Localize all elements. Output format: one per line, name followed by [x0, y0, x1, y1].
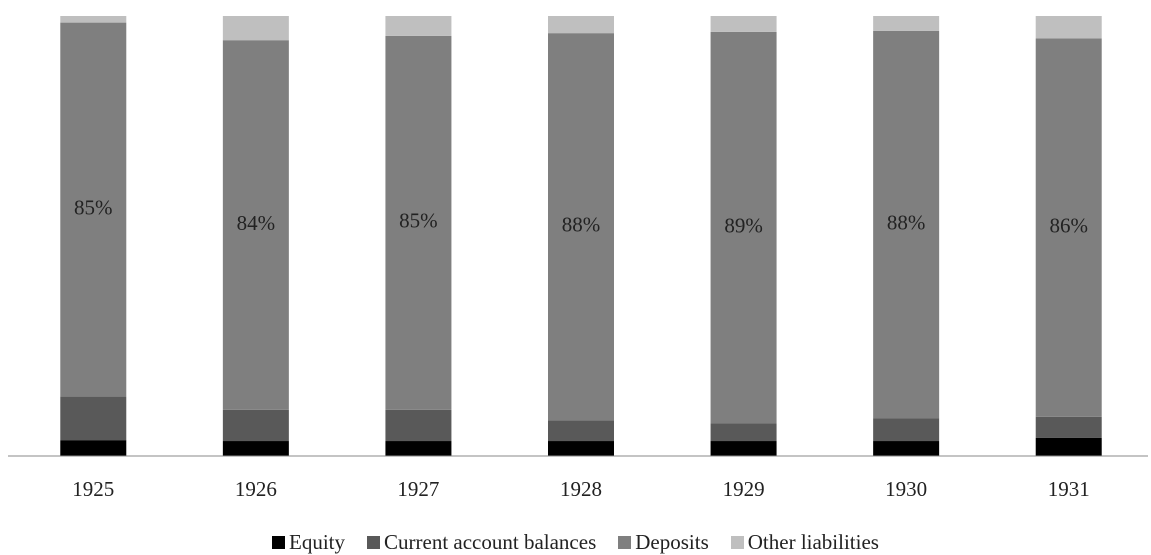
data-label: 84%: [237, 211, 276, 235]
bar-segment: [873, 30, 940, 419]
bar-segment: [60, 22, 127, 397]
bar-segment: [1035, 16, 1102, 39]
x-tick-label: 1931: [1048, 477, 1090, 501]
bar-segment: [222, 16, 289, 41]
legend-item: Deposits: [618, 530, 709, 555]
bar-segment: [385, 441, 452, 456]
bar-segment: [222, 441, 289, 456]
data-label: 88%: [562, 213, 601, 237]
plot: 85% 1925 84% 1926 85% 1927 88% 1928 89% 1929 88% 19…: [8, 16, 1148, 501]
data-label: 85%: [399, 209, 438, 233]
bar-segment: [222, 409, 289, 442]
bar-segment: [385, 409, 452, 442]
legend-swatch: [272, 536, 285, 549]
legend-swatch: [730, 536, 744, 549]
bar-segment: [1035, 437, 1102, 456]
bar-segment: [1035, 38, 1102, 417]
bar-segment: [873, 441, 940, 456]
legend-swatch: [618, 536, 632, 549]
bar-segment: [710, 31, 777, 424]
bar-segment: [548, 16, 614, 34]
legend-label: Current account balances: [384, 530, 597, 554]
bar-segment: [60, 16, 127, 23]
legend-label: Deposits: [635, 530, 709, 554]
bar-segment: [710, 423, 777, 442]
legend-item: Current account balances: [367, 530, 596, 555]
bar-segment: [873, 418, 940, 442]
bar-segment: [548, 33, 614, 421]
bar-segment: [385, 16, 452, 36]
bar-segment: [710, 16, 777, 32]
x-tick-label: 1928: [560, 477, 602, 501]
data-label: 88%: [887, 210, 926, 234]
x-tick-label: 1925: [72, 477, 114, 501]
x-tick-label: 1927: [397, 477, 439, 501]
bar-segment: [60, 440, 127, 456]
bar-segment: [385, 35, 452, 410]
data-label: 85%: [74, 195, 113, 219]
data-label: 86%: [1049, 213, 1088, 237]
bar-segment: [873, 16, 940, 31]
x-tick-label: 1930: [885, 477, 927, 501]
data-label: 89%: [724, 213, 763, 237]
legend: Equity Current account balances Deposits Ot…: [0, 530, 1151, 555]
legend-item: Equity: [272, 530, 345, 555]
legend-label: Other liabilities: [747, 530, 879, 554]
x-tick-label: 1929: [723, 477, 765, 501]
bar-segment: [710, 441, 777, 456]
bar-segment: [60, 396, 127, 441]
bar-segment: [548, 441, 614, 456]
legend-label: Equity: [289, 530, 345, 554]
bar-segment: [222, 40, 289, 410]
x-tick-label: 1926: [235, 477, 277, 501]
legend-item: Other liabilities: [730, 530, 879, 555]
bar-segment: [548, 420, 614, 442]
legend-swatch: [367, 536, 380, 549]
bar-segment: [1035, 416, 1102, 438]
